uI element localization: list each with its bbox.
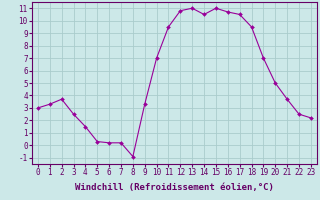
X-axis label: Windchill (Refroidissement éolien,°C): Windchill (Refroidissement éolien,°C) — [75, 183, 274, 192]
